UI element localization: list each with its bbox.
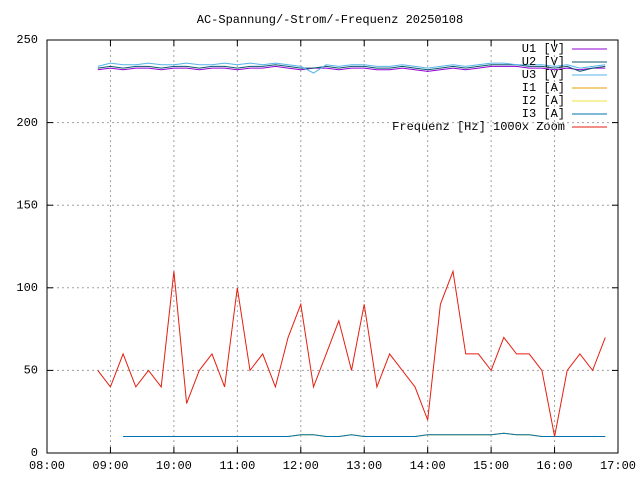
y-tick-label: 100 [16, 281, 38, 295]
legend-label: U2 [V] [522, 55, 565, 69]
legend-label: I2 [A] [522, 94, 565, 108]
series-line [123, 432, 606, 437]
x-tick-label: 16:00 [537, 459, 573, 473]
legend-label: U1 [V] [522, 42, 565, 56]
x-tick-label: 11:00 [219, 459, 255, 473]
series-line [97, 269, 606, 437]
chart-title: AC-Spannung/-Strom/-Frequenz 20250108 [197, 13, 463, 27]
x-tick-label: 17:00 [600, 459, 636, 473]
legend-label: U3 [V] [522, 68, 565, 82]
x-tick-label: 10:00 [156, 459, 192, 473]
series-line [97, 65, 606, 72]
series-line [97, 62, 606, 74]
legend-label: I1 [A] [522, 81, 565, 95]
y-tick-label: 50 [24, 364, 38, 378]
plot-border [46, 39, 619, 454]
legend-label: Frequenz [Hz] 1000x Zoom [392, 120, 565, 134]
series-line [97, 64, 606, 72]
y-tick-label: 150 [16, 198, 38, 212]
y-tick-label: 250 [16, 33, 38, 47]
x-tick-label: 12:00 [283, 459, 319, 473]
x-tick-label: 09:00 [92, 459, 128, 473]
x-tick-label: 13:00 [346, 459, 382, 473]
x-tick-label: 14:00 [410, 459, 446, 473]
y-tick-label: 200 [16, 116, 38, 130]
legend-label: I3 [A] [522, 107, 565, 121]
x-tick-label: 15:00 [473, 459, 509, 473]
y-tick-label: 0 [31, 446, 38, 460]
x-tick-label: 08:00 [29, 459, 65, 473]
